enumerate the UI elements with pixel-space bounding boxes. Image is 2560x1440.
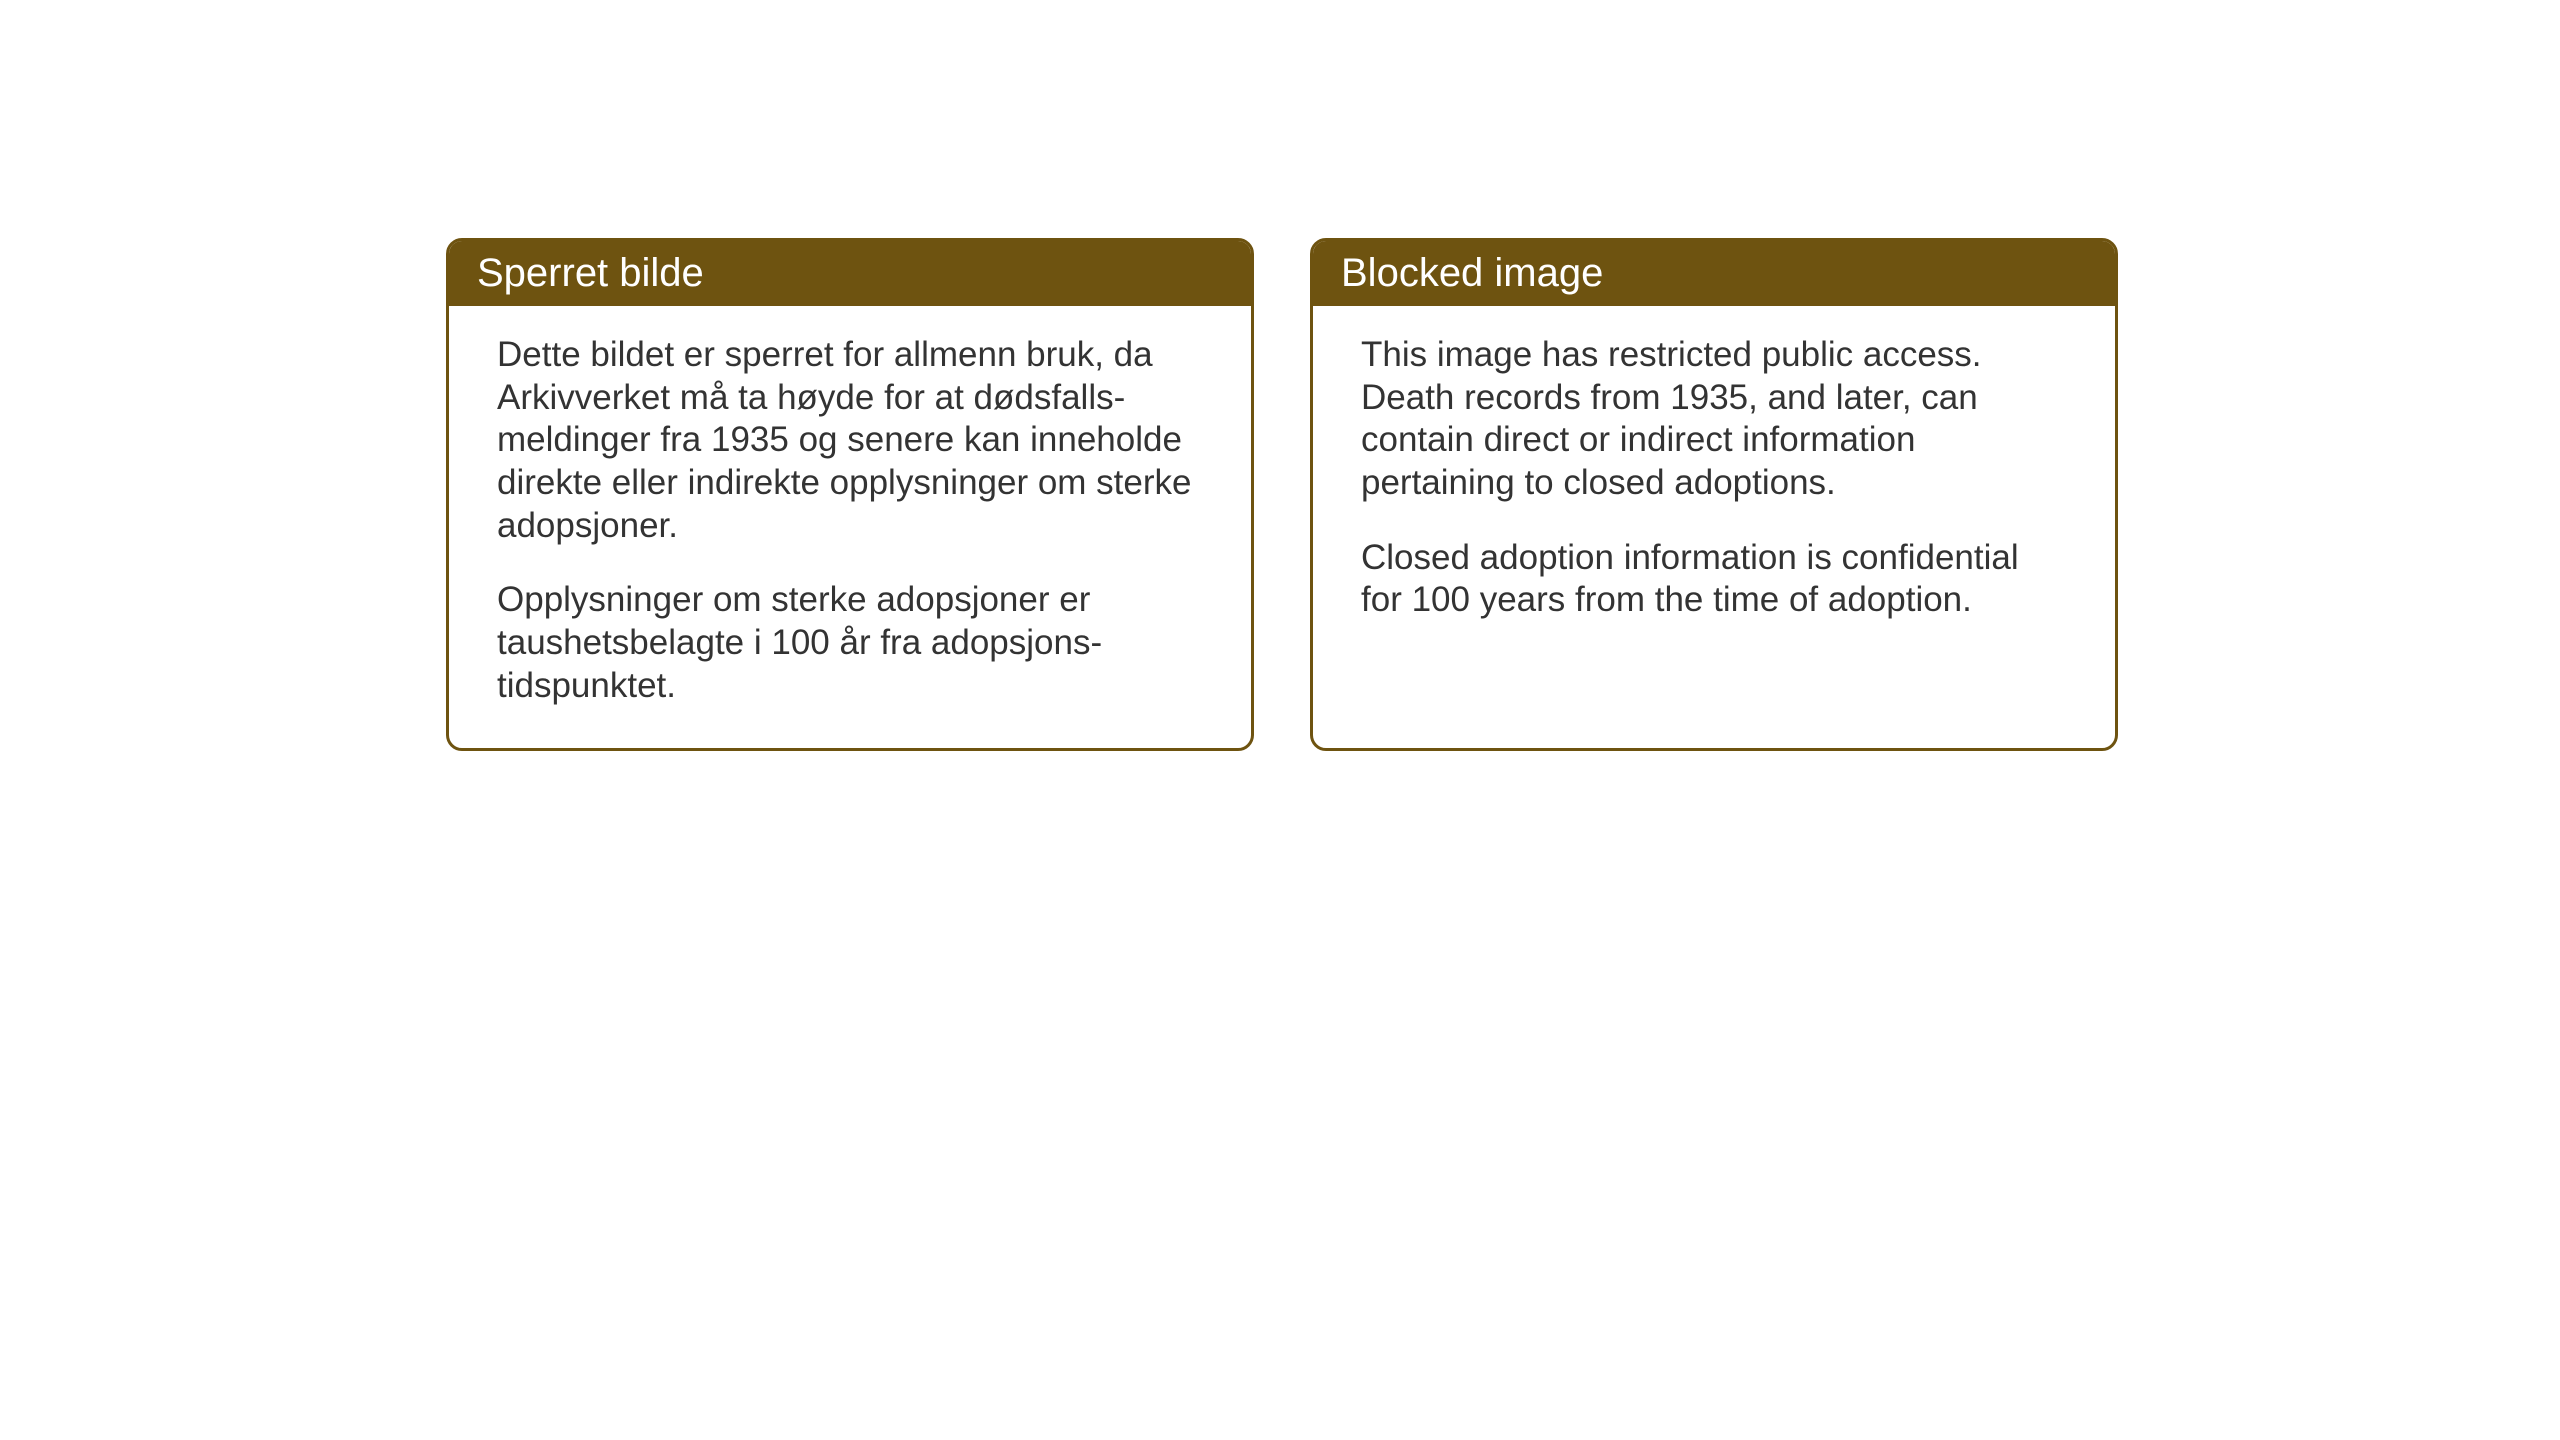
notice-card-norwegian: Sperret bilde Dette bildet er sperret fo… [446,238,1254,751]
card-header-norwegian: Sperret bilde [449,241,1251,306]
card-title-norwegian: Sperret bilde [477,251,704,295]
notice-card-english: Blocked image This image has restricted … [1310,238,2118,751]
card-body-english: This image has restricted public access.… [1313,306,2115,726]
card-paragraph-2-norwegian: Opplysninger om sterke adopsjoner er tau… [497,579,1203,707]
card-body-norwegian: Dette bildet er sperret for allmenn bruk… [449,306,1251,748]
card-paragraph-1-norwegian: Dette bildet er sperret for allmenn bruk… [497,334,1203,547]
card-title-english: Blocked image [1341,251,1603,295]
card-header-english: Blocked image [1313,241,2115,306]
notice-cards-container: Sperret bilde Dette bildet er sperret fo… [446,238,2118,751]
card-paragraph-2-english: Closed adoption information is confident… [1361,537,2067,622]
card-paragraph-1-english: This image has restricted public access.… [1361,334,2067,505]
